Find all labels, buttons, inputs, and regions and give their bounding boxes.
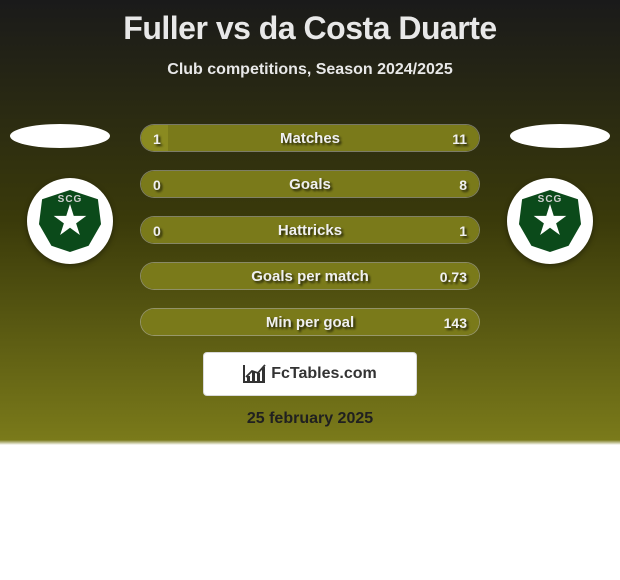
stat-label: Goals (141, 171, 479, 197)
subtitle: Club competitions, Season 2024/2025 (0, 61, 620, 79)
stat-row: Matches111 (140, 124, 480, 152)
stat-value-right: 0.73 (440, 263, 467, 289)
page-title: Fuller vs da Costa Duarte (0, 0, 620, 47)
shield-icon: SCG (39, 190, 101, 252)
stat-row: Min per goal143 (140, 308, 480, 336)
stat-label: Hattricks (141, 217, 479, 243)
brand-box[interactable]: FcTables.com (203, 352, 417, 396)
stat-value-right: 143 (444, 309, 467, 335)
date-text: 25 february 2025 (0, 410, 620, 428)
stat-value-left: 1 (153, 125, 161, 151)
stats-panel: Matches111Goals08Hattricks01Goals per ma… (140, 124, 480, 354)
stat-label: Min per goal (141, 309, 479, 335)
badge-letters-right: SCG (538, 194, 563, 205)
stat-row: Goals per match0.73 (140, 262, 480, 290)
stat-value-left: 0 (153, 217, 161, 243)
stat-value-right: 8 (459, 171, 467, 197)
stat-label: Goals per match (141, 263, 479, 289)
stat-value-left: 0 (153, 171, 161, 197)
comparison-infographic: Fuller vs da Costa Duarte Club competiti… (0, 0, 620, 580)
team-badge-right: SCG (507, 178, 593, 264)
stat-value-right: 1 (459, 217, 467, 243)
team-badge-left: SCG (27, 178, 113, 264)
shield-icon: SCG (519, 190, 581, 252)
star-icon (53, 204, 87, 238)
chart-icon (243, 365, 265, 383)
player-silhouette-right (510, 124, 610, 148)
stat-label: Matches (141, 125, 479, 151)
brand-text: FcTables.com (271, 365, 377, 383)
stat-row: Hattricks0 1 (140, 216, 480, 244)
badge-letters-left: SCG (58, 194, 83, 205)
star-icon (533, 204, 567, 238)
stat-value-right: 11 (452, 125, 467, 151)
stat-row: Goals0 8 (140, 170, 480, 198)
player-silhouette-left (10, 124, 110, 148)
